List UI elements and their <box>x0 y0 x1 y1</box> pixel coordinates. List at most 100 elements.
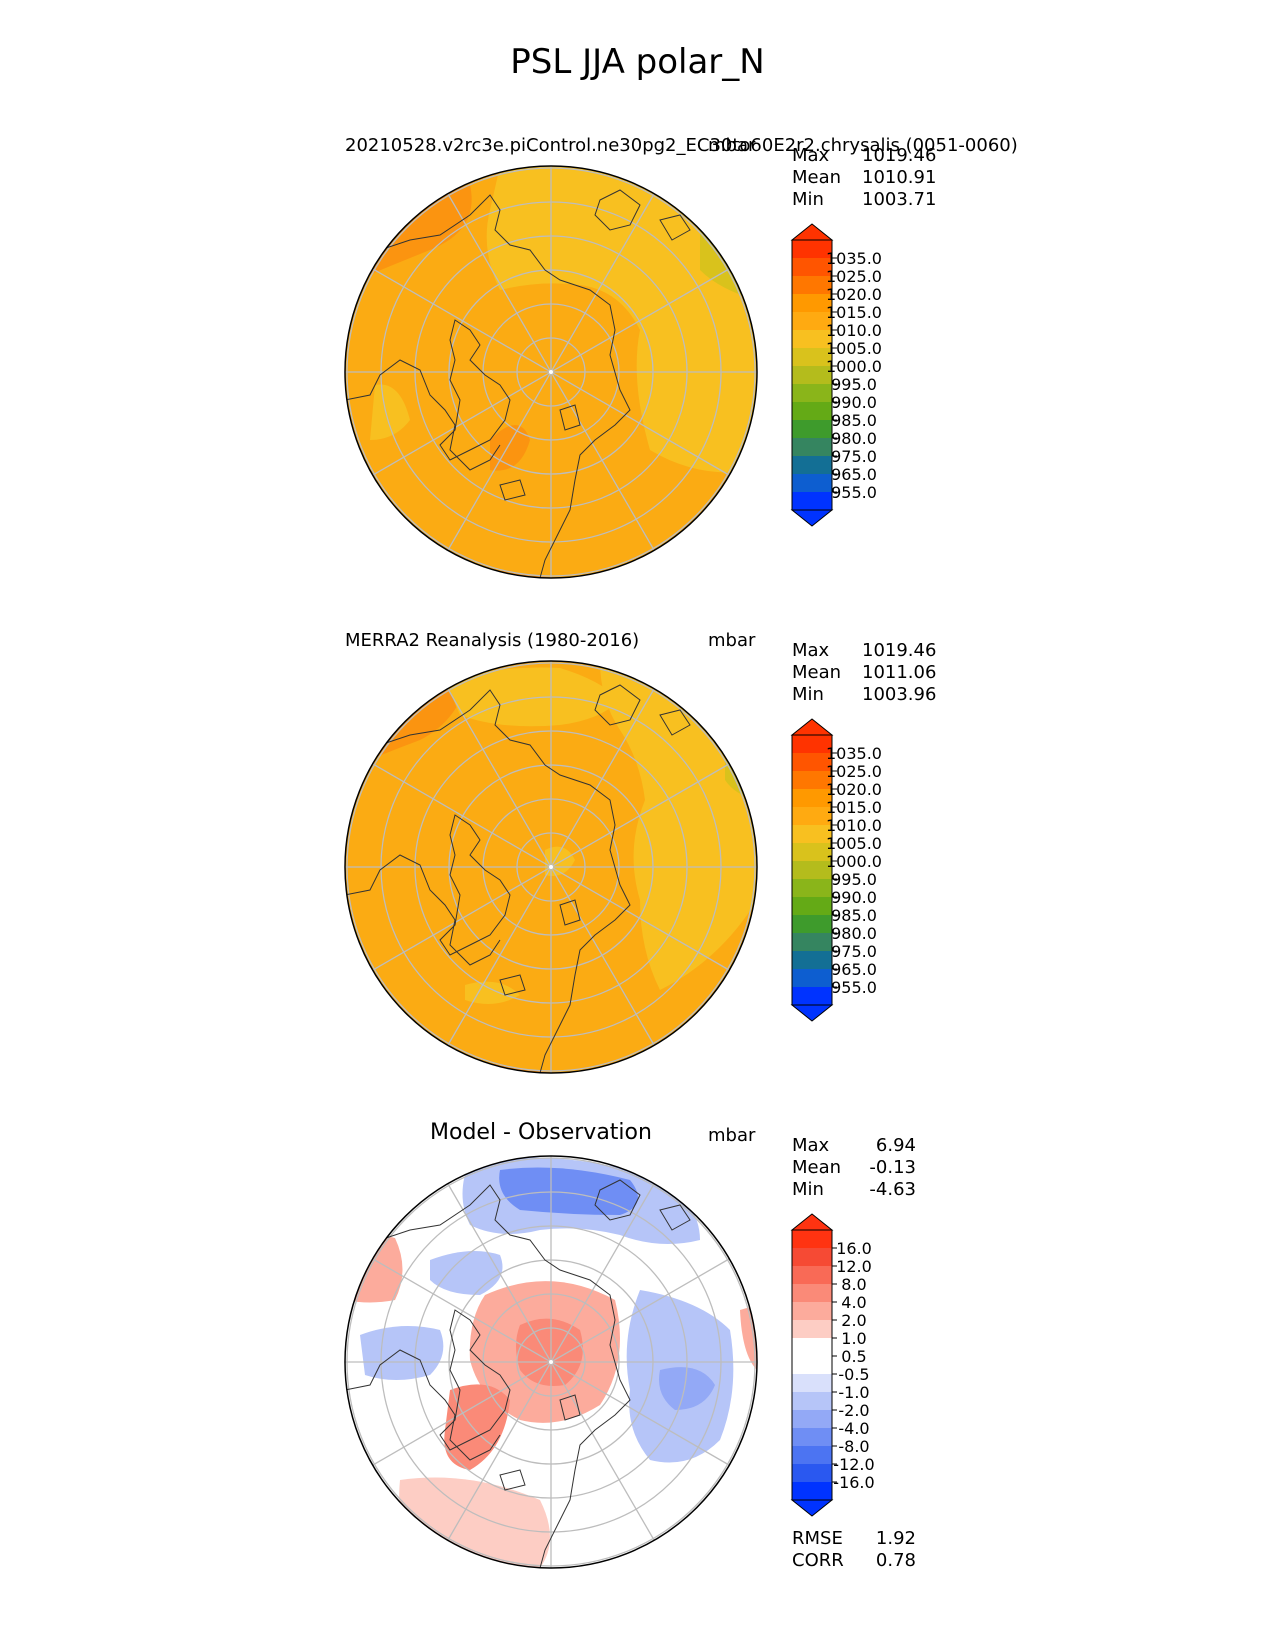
colorbar-tick-label: 4.0 <box>841 1293 866 1312</box>
pole-marker <box>549 865 553 869</box>
colorbar-tick-label: 955.0 <box>831 483 877 502</box>
colorbar-tick-label: -12.0 <box>833 1455 874 1474</box>
map-boundary <box>344 660 758 1074</box>
colorbar-band <box>792 1320 832 1339</box>
colorbar-tick-label: 1010.0 <box>826 816 882 835</box>
colorbar-tick-label: 975.0 <box>831 942 877 961</box>
field-negative-patch <box>360 1326 444 1380</box>
colorbar-tick-label: 8.0 <box>841 1275 866 1294</box>
colorbar-tick-label: -2.0 <box>838 1401 869 1420</box>
colorbar-band <box>792 1410 832 1429</box>
coastlines <box>345 684 691 1073</box>
colorbar-band <box>792 1482 832 1501</box>
colorbar-tick-label: 1035.0 <box>826 744 882 763</box>
colorbar-tick-label: 980.0 <box>831 924 877 943</box>
colorbar-band <box>792 969 832 988</box>
colorbar-extend-max <box>790 1213 834 1231</box>
field-negative-patch <box>499 1167 638 1215</box>
colorbar-band <box>792 1248 832 1267</box>
colorbar-tick-label: 965.0 <box>831 960 877 979</box>
colorbar-frame <box>791 734 833 1006</box>
stat-value: 6.94 <box>875 1135 916 1156</box>
colorbar-band <box>792 753 832 772</box>
colorbar-tick-label: 1020.0 <box>826 780 882 799</box>
colorbar-band <box>792 492 832 511</box>
map-model <box>344 165 758 579</box>
panel3-units: mbar <box>708 1125 756 1146</box>
colorbar-frame <box>791 1229 833 1501</box>
colorbar-tick-label: 1000.0 <box>826 852 882 871</box>
panel3-stats: Max 6.94 Mean -0.13 Min -4.63 <box>792 1135 916 1201</box>
panel2-title: MERRA2 Reanalysis (1980-2016) <box>345 630 640 651</box>
field-negative-patch <box>659 1367 715 1410</box>
field-positive-patch <box>345 1235 403 1303</box>
colorbar-tick-label: 1020.0 <box>826 285 882 304</box>
colorbar-tick-label: 980.0 <box>831 429 877 448</box>
colorbar-tick-label: 1010.0 <box>826 321 882 340</box>
colorbar-tick-label: -1.0 <box>838 1383 869 1402</box>
colorbar-band <box>792 933 832 952</box>
colorbar-band <box>792 258 832 277</box>
colorbar-band <box>792 420 832 439</box>
map-observation <box>344 660 758 1074</box>
metric-value: 1.92 <box>875 1528 916 1549</box>
colorbar-extend-min <box>790 1004 834 1022</box>
colorbar-band <box>792 1302 832 1321</box>
colorbar-band <box>792 402 832 421</box>
field-low-patch <box>465 981 520 1004</box>
field-low-patch <box>445 667 620 727</box>
stat-label: Min <box>792 189 824 210</box>
colorbar-band <box>792 861 832 880</box>
colorbar-tick-label: -16.0 <box>833 1473 874 1492</box>
figure-title: PSL JJA polar_N <box>510 42 765 82</box>
colorbar-band <box>792 330 832 349</box>
colorbar-band <box>792 1392 832 1411</box>
colorbar-band <box>792 843 832 862</box>
field-low-patch <box>486 166 757 473</box>
pole-marker <box>549 1360 553 1364</box>
stat-label: Max <box>792 640 830 661</box>
colorbar-tick-label: 1035.0 <box>826 249 882 268</box>
map-boundary <box>344 165 758 579</box>
colorbar-tick-label: 995.0 <box>831 375 877 394</box>
colorbar-tick-label: 12.0 <box>836 1257 872 1276</box>
colorbar-extend-max <box>790 223 834 241</box>
colorbar-tick-label: 965.0 <box>831 465 877 484</box>
field-low-patch <box>370 384 410 440</box>
panel3-metrics: RMSE 1.92 CORR 0.78 <box>792 1528 916 1572</box>
colorbar-tick-label: -8.0 <box>838 1437 869 1456</box>
colorbar-band <box>792 915 832 934</box>
colorbar-tick-label: 16.0 <box>836 1239 872 1258</box>
field-positive-patch <box>444 1384 510 1470</box>
stat-value: -4.63 <box>869 1179 916 1200</box>
colorbar-band <box>792 879 832 898</box>
colorbar-tick-label: 990.0 <box>831 888 877 907</box>
colorbar-tick-label: 975.0 <box>831 447 877 466</box>
colorbar-tick-label: -4.0 <box>838 1419 869 1438</box>
colorbar-tick-label: 2.0 <box>841 1311 866 1330</box>
colorbar-tick-label: 1015.0 <box>826 303 882 322</box>
colorbar-band <box>792 276 832 295</box>
stat-label: Mean <box>792 1157 842 1178</box>
colorbar-band <box>792 807 832 826</box>
colorbar-band <box>792 1356 832 1375</box>
colorbar-band <box>792 456 832 475</box>
stat-label: Min <box>792 1179 824 1200</box>
colorbar-band <box>792 1266 832 1285</box>
colorbar-extend-min <box>790 509 834 527</box>
colorbar-band <box>792 1428 832 1447</box>
colorbar-band <box>792 366 832 385</box>
colorbar-tick-label: 955.0 <box>831 978 877 997</box>
colorbar-band <box>792 987 832 1006</box>
colorbar-band <box>792 1464 832 1483</box>
stat-label: Mean <box>792 167 842 188</box>
colorbar-band <box>792 771 832 790</box>
colorbar-tick-label: 995.0 <box>831 870 877 889</box>
colorbar-extend-max <box>790 718 834 736</box>
map-difference <box>344 1155 758 1569</box>
stat-value: -0.13 <box>869 1157 916 1178</box>
colorbar-frame <box>791 239 833 511</box>
colorbar-observation: 1035.01025.01020.01015.01010.01005.01000… <box>790 718 882 1022</box>
colorbar-band <box>792 951 832 970</box>
colorbar-band <box>792 1230 832 1249</box>
